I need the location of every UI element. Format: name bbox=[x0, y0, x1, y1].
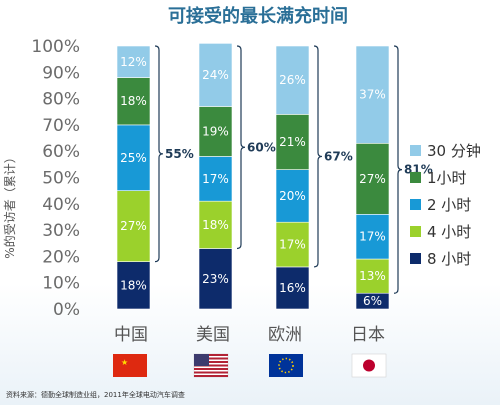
category-label: 欧洲 bbox=[268, 325, 302, 345]
bracket-label: 67% bbox=[324, 149, 353, 163]
bar-segment bbox=[198, 106, 233, 157]
bar-segment bbox=[355, 45, 390, 144]
legend-label: 8 小时 bbox=[427, 250, 471, 268]
legend-label: 1小时 bbox=[427, 169, 467, 187]
chart-title: 可接受的最长满充时间 bbox=[168, 5, 348, 27]
segment-label: 17% bbox=[279, 238, 306, 252]
segment-label: 23% bbox=[202, 272, 229, 286]
bracket-label: 55% bbox=[165, 147, 194, 161]
y-tick-label: 80% bbox=[42, 90, 80, 110]
category-label: 中国 bbox=[114, 325, 148, 345]
bar-segment bbox=[198, 156, 233, 202]
category-label: 日本 bbox=[351, 325, 385, 345]
bar-segment bbox=[198, 248, 233, 310]
category-label: 美国 bbox=[196, 325, 230, 345]
y-tick-label: 70% bbox=[42, 116, 80, 136]
legend-swatch bbox=[410, 199, 421, 210]
y-tick-labels: 0% 10% 20% 30% 40% 50% 60% 70% 80% 90% 100% bbox=[31, 37, 80, 320]
legend-label: 2 小时 bbox=[427, 196, 471, 214]
china-flag: ★ bbox=[113, 354, 147, 377]
segment-label: 16% bbox=[279, 281, 306, 295]
y-tick-label: 20% bbox=[42, 247, 80, 267]
legend-label: 30 分钟 bbox=[427, 142, 481, 160]
cumulative-bracket bbox=[236, 45, 246, 250]
y-tick-label: 40% bbox=[42, 195, 80, 215]
bar-segment bbox=[355, 214, 390, 260]
eu-flag bbox=[269, 354, 303, 377]
bar-segment bbox=[275, 45, 310, 115]
bar-segment bbox=[116, 45, 151, 78]
segment-label: 12% bbox=[120, 55, 147, 69]
cumulative-bracket bbox=[313, 45, 323, 268]
y-tick-label: 50% bbox=[42, 169, 80, 189]
bar-segment bbox=[198, 200, 233, 249]
segment-label: 13% bbox=[359, 269, 386, 283]
bar-segment bbox=[116, 77, 151, 126]
segment-label: 26% bbox=[279, 73, 306, 87]
category-labels: 中国 美国 欧洲 日本 bbox=[114, 325, 385, 345]
bar-segment bbox=[198, 43, 233, 107]
bar-segment bbox=[116, 190, 151, 262]
segment-label: 27% bbox=[359, 172, 386, 186]
segment-label: 6% bbox=[363, 294, 382, 308]
bar-segment bbox=[355, 143, 390, 215]
bar-segment bbox=[275, 266, 310, 310]
legend: 30 分钟 1小时 2 小时 4 小时 8 小时 bbox=[410, 142, 481, 268]
source-note: 资料来源：德勤全球制造业组，2011年全球电动汽车调查 bbox=[6, 390, 185, 399]
y-tick-label: 60% bbox=[42, 142, 80, 162]
segment-label: 25% bbox=[120, 151, 147, 165]
country-flags: ★ bbox=[113, 353, 387, 378]
us-flag bbox=[193, 353, 229, 378]
y-tick-label: 30% bbox=[42, 221, 80, 241]
segment-label: 21% bbox=[279, 135, 306, 149]
segment-label: 24% bbox=[202, 68, 229, 82]
bar-segment bbox=[355, 258, 390, 294]
bar-segment bbox=[116, 261, 151, 310]
y-tick-label: 100% bbox=[31, 37, 80, 57]
bar-stacks: 18% 27% 25% 18% 12% 23% 18% 17% 19% 24% 16% 17% 20% 2… bbox=[116, 43, 390, 310]
y-axis-label: %的受访者（累计） bbox=[2, 151, 17, 258]
segment-label: 19% bbox=[202, 124, 229, 138]
legend-swatch bbox=[410, 253, 421, 264]
legend-swatch bbox=[410, 172, 421, 183]
cumulative-bracket bbox=[393, 45, 403, 294]
cumulative-bracket bbox=[154, 45, 164, 263]
segment-label: 18% bbox=[202, 218, 229, 232]
segment-label: 37% bbox=[359, 88, 386, 102]
y-tick-label: 90% bbox=[42, 63, 80, 83]
svg-text:★: ★ bbox=[121, 358, 128, 367]
segment-label: 18% bbox=[120, 278, 147, 292]
segment-label: 20% bbox=[279, 189, 306, 203]
legend-label: 4 小时 bbox=[427, 223, 471, 241]
y-tick-label: 10% bbox=[42, 274, 80, 294]
segment-label: 18% bbox=[120, 94, 147, 108]
bar-segment bbox=[275, 169, 310, 223]
japan-flag bbox=[351, 353, 387, 378]
segment-label: 27% bbox=[120, 219, 147, 233]
bar-segment bbox=[275, 221, 310, 268]
legend-swatch bbox=[410, 145, 421, 156]
segment-label: 17% bbox=[202, 172, 229, 186]
legend-swatch bbox=[410, 226, 421, 237]
y-tick-label: 0% bbox=[53, 300, 80, 320]
segment-label: 17% bbox=[359, 230, 386, 244]
bracket-label: 60% bbox=[247, 140, 276, 154]
